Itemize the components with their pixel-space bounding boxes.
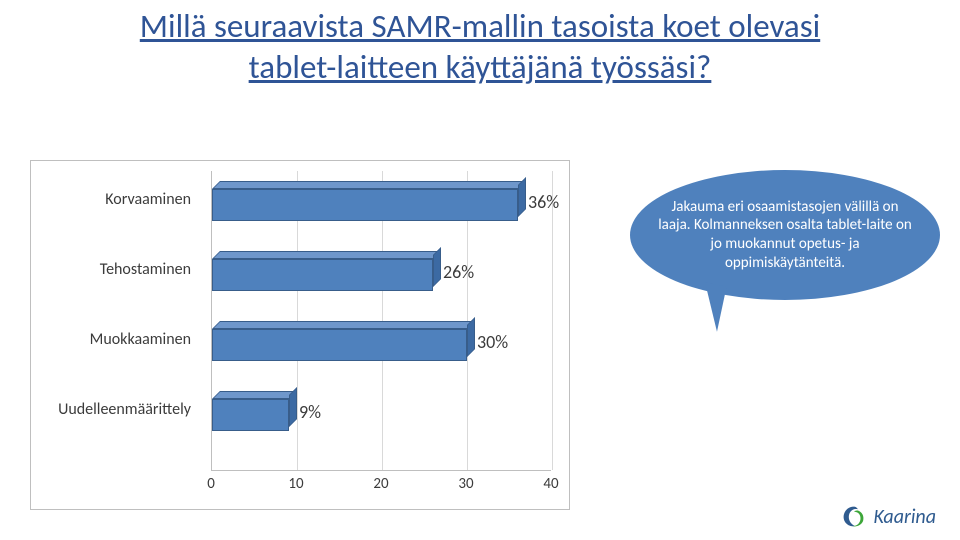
x-tick-label: 20 — [366, 475, 396, 493]
logo-text: Kaarina — [873, 505, 936, 529]
logo-swirl-icon — [841, 504, 867, 530]
title-line1: Millä seuraavista SAMR-mallin tasoista k… — [140, 6, 820, 46]
bar-value-label: 30% — [477, 331, 508, 353]
chart-plot: 36% 26% 30% — [211, 171, 551, 471]
slide-title: Millä seuraavista SAMR-mallin tasoista k… — [0, 6, 960, 89]
chart-left-mask — [0, 160, 30, 510]
x-tick-label: 10 — [281, 475, 311, 493]
bubble-body: Jakauma eri osaamistasojen välillä on la… — [630, 170, 940, 300]
x-tick-label: 30 — [451, 475, 481, 493]
bar-value-label: 36% — [528, 191, 559, 213]
speech-bubble: Jakauma eri osaamistasojen välillä on la… — [630, 170, 940, 325]
category-label: Muokkaaminen — [31, 330, 201, 349]
x-tick-label: 40 — [536, 475, 566, 493]
grid-line — [552, 171, 553, 470]
x-tick-label: 0 — [196, 475, 226, 493]
logo: Kaarina — [841, 504, 936, 530]
title-line2: tablet-laitteen käyttäjänä työssäsi? — [249, 47, 712, 87]
bubble-text: Jakauma eri osaamistasojen välillä on la… — [656, 198, 914, 273]
category-label: Tehostaminen — [31, 260, 201, 279]
slide: Millä seuraavista SAMR-mallin tasoista k… — [0, 0, 960, 540]
category-label: Uudelleenmäärittely — [31, 400, 201, 419]
bar-chart: 36% 26% 30% — [30, 160, 570, 510]
category-label: Korvaaminen — [31, 190, 201, 209]
bar-value-label: 26% — [443, 261, 474, 283]
bar-value-label: 9% — [299, 401, 321, 423]
